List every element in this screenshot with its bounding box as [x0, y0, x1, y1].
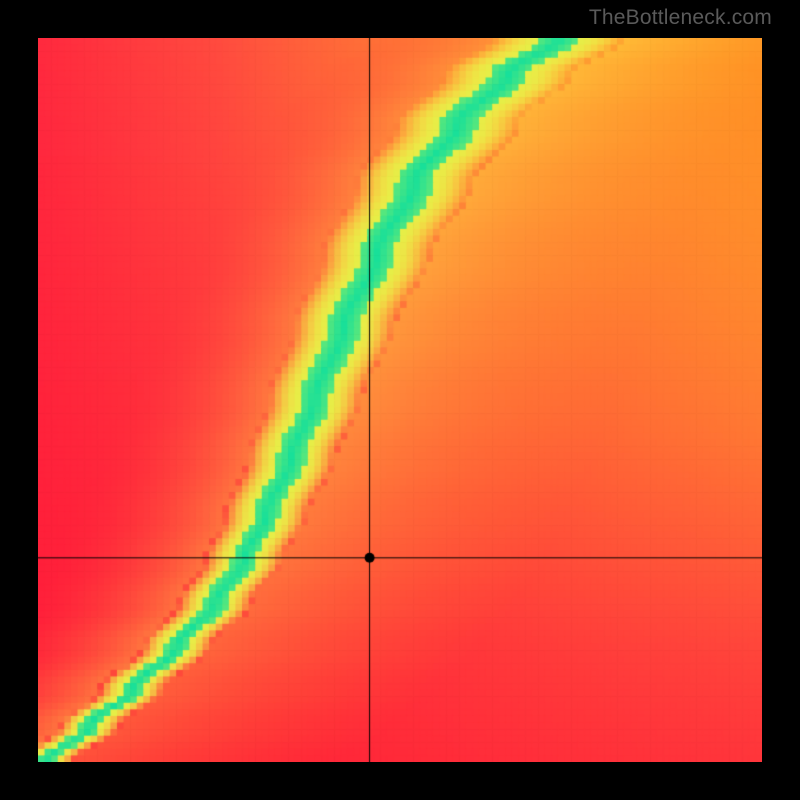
- watermark-text: TheBottleneck.com: [589, 6, 772, 30]
- bottleneck-heatmap: [38, 38, 762, 762]
- chart-container: TheBottleneck.com: [0, 0, 800, 800]
